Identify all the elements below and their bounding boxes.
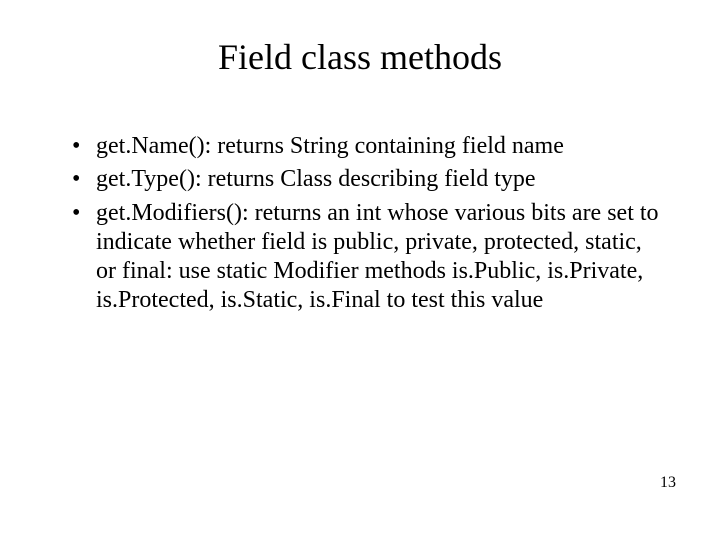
slide-title: Field class methods bbox=[0, 36, 720, 78]
page-number: 13 bbox=[660, 474, 676, 492]
slide-body: get.Name(): returns String containing fi… bbox=[68, 132, 660, 320]
bullet-list: get.Name(): returns String containing fi… bbox=[68, 132, 660, 316]
list-item: get.Name(): returns String containing fi… bbox=[68, 132, 660, 161]
slide: Field class methods get.Name(): returns … bbox=[0, 0, 720, 540]
list-item: get.Type(): returns Class describing fie… bbox=[68, 165, 660, 194]
list-item: get.Modifiers(): returns an int whose va… bbox=[68, 199, 660, 316]
